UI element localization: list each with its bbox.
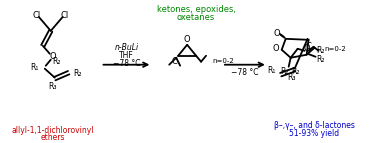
Text: n-BuLi: n-BuLi bbox=[115, 43, 138, 52]
Text: R₂: R₂ bbox=[73, 69, 82, 78]
Text: Cl: Cl bbox=[60, 11, 69, 20]
Text: 51-93% yield: 51-93% yield bbox=[290, 129, 339, 138]
Text: THF: THF bbox=[119, 51, 134, 60]
Text: R₂: R₂ bbox=[291, 67, 300, 76]
Text: ethers: ethers bbox=[40, 133, 65, 142]
Text: R₁: R₁ bbox=[268, 66, 276, 75]
Text: n=0-2: n=0-2 bbox=[325, 46, 346, 52]
Text: R₁: R₁ bbox=[31, 63, 39, 72]
Text: R₃: R₃ bbox=[48, 82, 57, 91]
Text: C: C bbox=[171, 57, 177, 66]
Text: −78 °C: −78 °C bbox=[231, 68, 259, 77]
Text: O: O bbox=[50, 52, 56, 61]
Text: C: C bbox=[306, 42, 311, 51]
Text: O: O bbox=[273, 44, 279, 53]
Text: n=0-2: n=0-2 bbox=[212, 58, 234, 64]
Text: ketones, epoxides,: ketones, epoxides, bbox=[156, 5, 235, 14]
Text: O: O bbox=[273, 29, 280, 38]
Text: β–,γ–, and δ-lactones: β–,γ–, and δ-lactones bbox=[274, 121, 355, 130]
Text: O: O bbox=[184, 35, 191, 44]
Text: R₂: R₂ bbox=[316, 55, 325, 64]
Text: R₂: R₂ bbox=[53, 57, 61, 66]
Text: oxetanes: oxetanes bbox=[177, 13, 215, 22]
Text: R₂: R₂ bbox=[316, 46, 325, 55]
Text: O: O bbox=[303, 44, 310, 53]
Text: Cl: Cl bbox=[33, 11, 41, 20]
Text: allyl-1,1-dichlorovinyl: allyl-1,1-dichlorovinyl bbox=[11, 126, 94, 135]
Text: R₂: R₂ bbox=[280, 67, 289, 76]
Text: −78 °C: −78 °C bbox=[113, 59, 140, 68]
Text: R₃: R₃ bbox=[287, 73, 296, 82]
